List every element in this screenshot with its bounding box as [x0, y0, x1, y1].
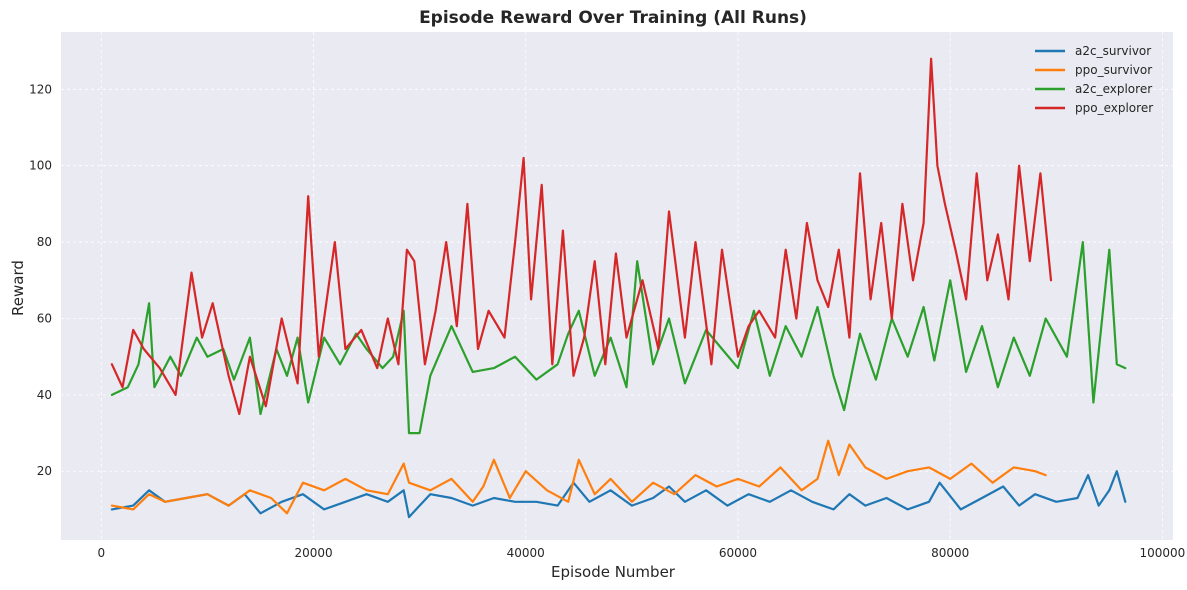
series-line-a2c_survivor — [110, 470, 1127, 519]
y-tick-label: 80 — [37, 235, 52, 249]
x-axis-ticks: 0 20000 40000 60000 80000 100000 — [98, 546, 1186, 560]
x-tick-label: 0 — [98, 546, 106, 560]
y-tick-label: 60 — [37, 311, 52, 325]
chart-title: Episode Reward Over Training (All Runs) — [419, 8, 807, 28]
y-tick-label: 20 — [37, 464, 52, 478]
series-line-a2c_explorer — [110, 241, 1127, 435]
y-axis-label: Reward — [9, 260, 27, 316]
x-axis-label: Episode Number — [551, 563, 676, 581]
legend-label-ppo_explorer: ppo_explorer — [1075, 101, 1153, 115]
plot-area — [61, 32, 1173, 540]
x-tick-label: 40000 — [507, 546, 545, 560]
y-tick-label: 40 — [37, 388, 52, 402]
legend-label-a2c_explorer: a2c_explorer — [1075, 82, 1152, 96]
series-line-ppo_survivor — [110, 439, 1047, 515]
y-axis-ticks: 20 40 60 80 100 120 — [29, 82, 52, 478]
y-tick-label: 120 — [29, 82, 52, 96]
x-tick-label: 100000 — [1139, 546, 1185, 560]
x-tick-label: 20000 — [294, 546, 332, 560]
grid — [61, 32, 1173, 540]
y-tick-label: 100 — [29, 159, 52, 173]
series-layer — [110, 57, 1127, 519]
legend-label-a2c_survivor: a2c_survivor — [1075, 44, 1151, 58]
x-tick-label: 60000 — [719, 546, 757, 560]
legend: a2c_survivor ppo_survivor a2c_explorer ppo_… — [1035, 44, 1153, 115]
series-line-ppo_explorer — [110, 57, 1053, 416]
legend-label-ppo_survivor: ppo_survivor — [1075, 63, 1152, 77]
x-tick-label: 80000 — [931, 546, 969, 560]
